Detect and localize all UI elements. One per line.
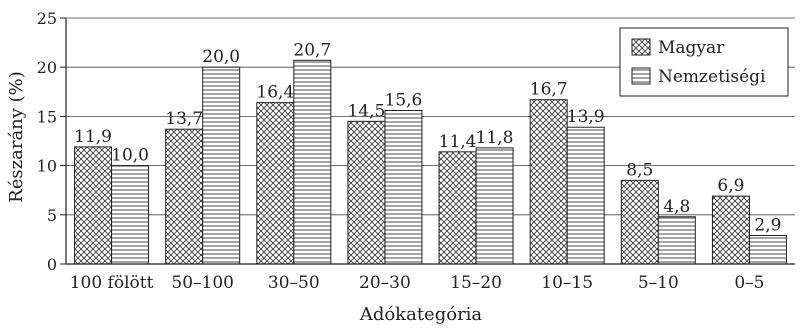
data-label-magyar: 16,7 — [530, 80, 568, 100]
bar-nemzetisegi — [111, 165, 150, 265]
y-tick-label: 25 — [37, 9, 57, 28]
x-tick-label: 20–30 — [359, 273, 411, 293]
data-label-nemzetisegi: 13,9 — [567, 107, 605, 127]
legend: Magyar Nemzetiségi — [619, 27, 789, 97]
bar-nemzetisegi — [748, 234, 787, 265]
data-label-nemzetisegi: 10,0 — [111, 146, 149, 166]
bar-nemzetisegi — [566, 126, 605, 265]
x-tick-label: 5–10 — [638, 273, 679, 293]
data-label-magyar: 16,4 — [256, 83, 294, 103]
y-tick-label: 10 — [37, 157, 57, 176]
bar-magyar — [529, 99, 568, 265]
legend-label-magyar: Magyar — [658, 38, 725, 58]
bar-nemzetisegi — [475, 147, 514, 265]
y-axis-title: Részarány (%) — [6, 71, 27, 203]
x-axis-title: Adókategória — [359, 304, 483, 325]
x-tick-label: 100 fölött — [70, 273, 154, 293]
data-label-nemzetisegi: 4,8 — [663, 197, 690, 217]
x-tick-label: 50–100 — [171, 273, 234, 293]
legend-label-nemzetisegi: Nemzetiségi — [658, 67, 766, 87]
data-label-nemzetisegi: 20,0 — [202, 47, 240, 67]
bars — [74, 59, 787, 265]
y-tick-label: 5 — [47, 206, 57, 225]
data-label-nemzetisegi: 2,9 — [754, 215, 781, 235]
x-tick-label: 10–15 — [541, 273, 593, 293]
y-tick-label: 0 — [47, 255, 57, 274]
data-label-magyar: 6,9 — [717, 176, 744, 196]
x-tick-label: 30–50 — [268, 273, 320, 293]
bar-magyar — [711, 195, 750, 265]
data-label-magyar: 8,5 — [626, 160, 653, 180]
bar-magyar — [165, 128, 204, 265]
legend-swatch-magyar — [631, 38, 651, 56]
bar-magyar — [74, 146, 113, 265]
value-labels: 11,910,0 13,7 20,0 16,4 20,7 14,515,6 11,4 11,8… — [74, 40, 781, 235]
bar-magyar — [256, 102, 295, 265]
y-tick-label: 15 — [37, 107, 57, 126]
bar-magyar — [620, 179, 659, 265]
data-label-nemzetisegi: 20,7 — [293, 40, 331, 60]
y-tick-label: 20 — [37, 58, 57, 77]
data-label-magyar: 11,9 — [74, 127, 112, 147]
bar-nemzetisegi — [202, 66, 241, 265]
x-tick-label: 15–20 — [450, 273, 502, 293]
data-label-magyar: 13,7 — [165, 109, 203, 129]
data-label-magyar: 11,4 — [439, 132, 477, 152]
x-tick-label: 0–5 — [734, 273, 764, 293]
data-label-nemzetisegi: 11,8 — [476, 128, 514, 148]
bar-magyar — [347, 120, 386, 265]
legend-swatch-nemzetisegi — [631, 67, 651, 85]
data-label-nemzetisegi: 15,6 — [385, 90, 423, 110]
bar-nemzetisegi — [657, 216, 696, 265]
axes: 0 5 10 15 20 25 100 fölött 50–100 30–50 20–30 15–2… — [37, 9, 795, 293]
data-label-magyar: 14,5 — [348, 101, 386, 121]
bar-magyar — [438, 151, 477, 265]
bar-nemzetisegi — [293, 59, 332, 265]
bar-nemzetisegi — [384, 109, 423, 265]
